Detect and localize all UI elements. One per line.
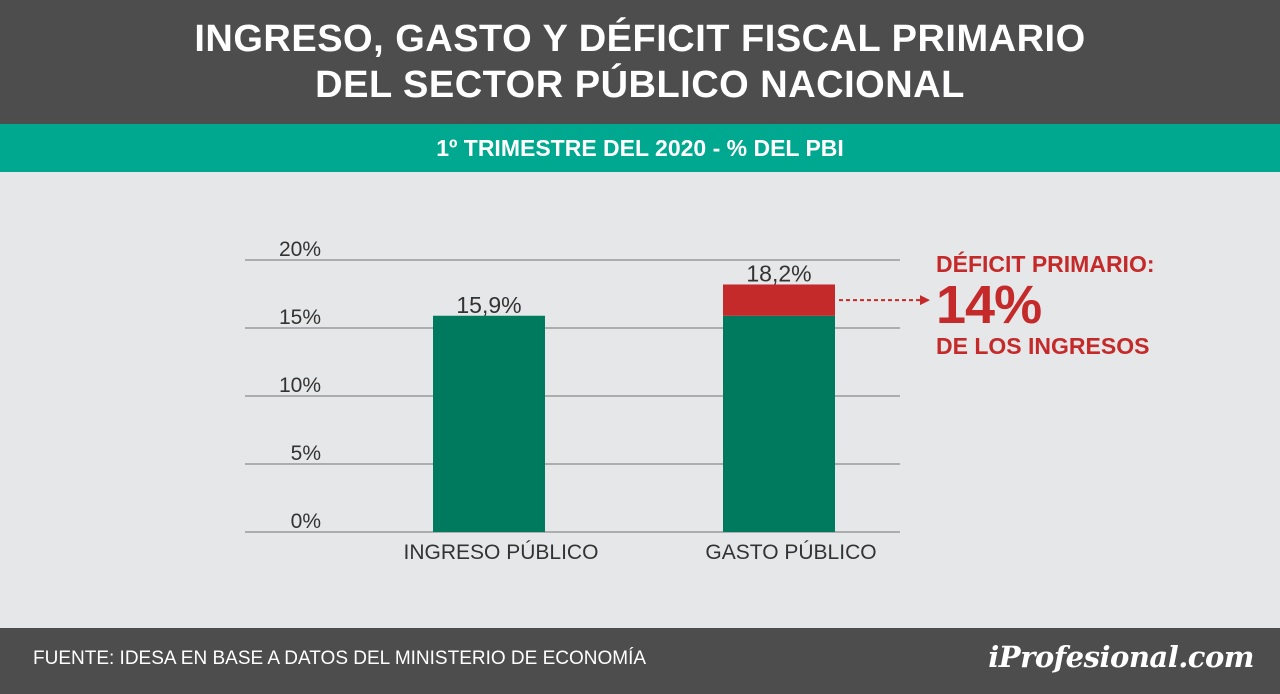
bar-deficit-segment bbox=[723, 284, 835, 316]
header: INGRESO, GASTO Y DÉFICIT FISCAL PRIMARIO… bbox=[0, 0, 1280, 124]
callout-title: DÉFICIT PRIMARIO: bbox=[936, 251, 1155, 277]
data-label: 15,9% bbox=[456, 292, 521, 318]
callout-value: 14% bbox=[936, 275, 1042, 335]
x-category-label: INGRESO PÚBLICO bbox=[404, 541, 599, 564]
footer: FUENTE: IDESA EN BASE A DATOS DEL MINIST… bbox=[0, 628, 1280, 694]
deficit-callout: DÉFICIT PRIMARIO: 14% DE LOS INGRESOS bbox=[936, 250, 1155, 360]
source-note: FUENTE: IDESA EN BASE A DATOS DEL MINIST… bbox=[33, 648, 647, 669]
data-label: 18,2% bbox=[746, 260, 811, 286]
title-line-1: INGRESO, GASTO Y DÉFICIT FISCAL PRIMARIO bbox=[194, 18, 1086, 60]
y-tick-label: 0% bbox=[291, 510, 321, 533]
y-tick-label: 15% bbox=[279, 306, 321, 329]
subtitle-band: 1º TRIMESTRE DEL 2020 - % DEL PBI bbox=[0, 124, 1280, 172]
bar-chart: 0% 5% 10% 15% 20% 15,9% INGRESO PÚBLICO 18,2% GA… bbox=[245, 238, 930, 564]
bar bbox=[433, 315, 545, 532]
y-tick-label: 20% bbox=[279, 238, 321, 261]
x-category-label: GASTO PÚBLICO bbox=[705, 541, 876, 564]
y-tick-label: 10% bbox=[279, 374, 321, 397]
y-tick-label: 5% bbox=[291, 442, 321, 465]
bar bbox=[723, 315, 835, 532]
subtitle: 1º TRIMESTRE DEL 2020 - % DEL PBI bbox=[436, 134, 844, 161]
chart-area: 0% 5% 10% 15% 20% 15,9% INGRESO PÚBLICO 18,2% GA… bbox=[0, 172, 1280, 628]
brand-logo: iProfesional.com bbox=[988, 640, 1254, 674]
title-line-2: DEL SECTOR PÚBLICO NACIONAL bbox=[315, 64, 965, 106]
callout-subtitle: DE LOS INGRESOS bbox=[936, 333, 1150, 359]
